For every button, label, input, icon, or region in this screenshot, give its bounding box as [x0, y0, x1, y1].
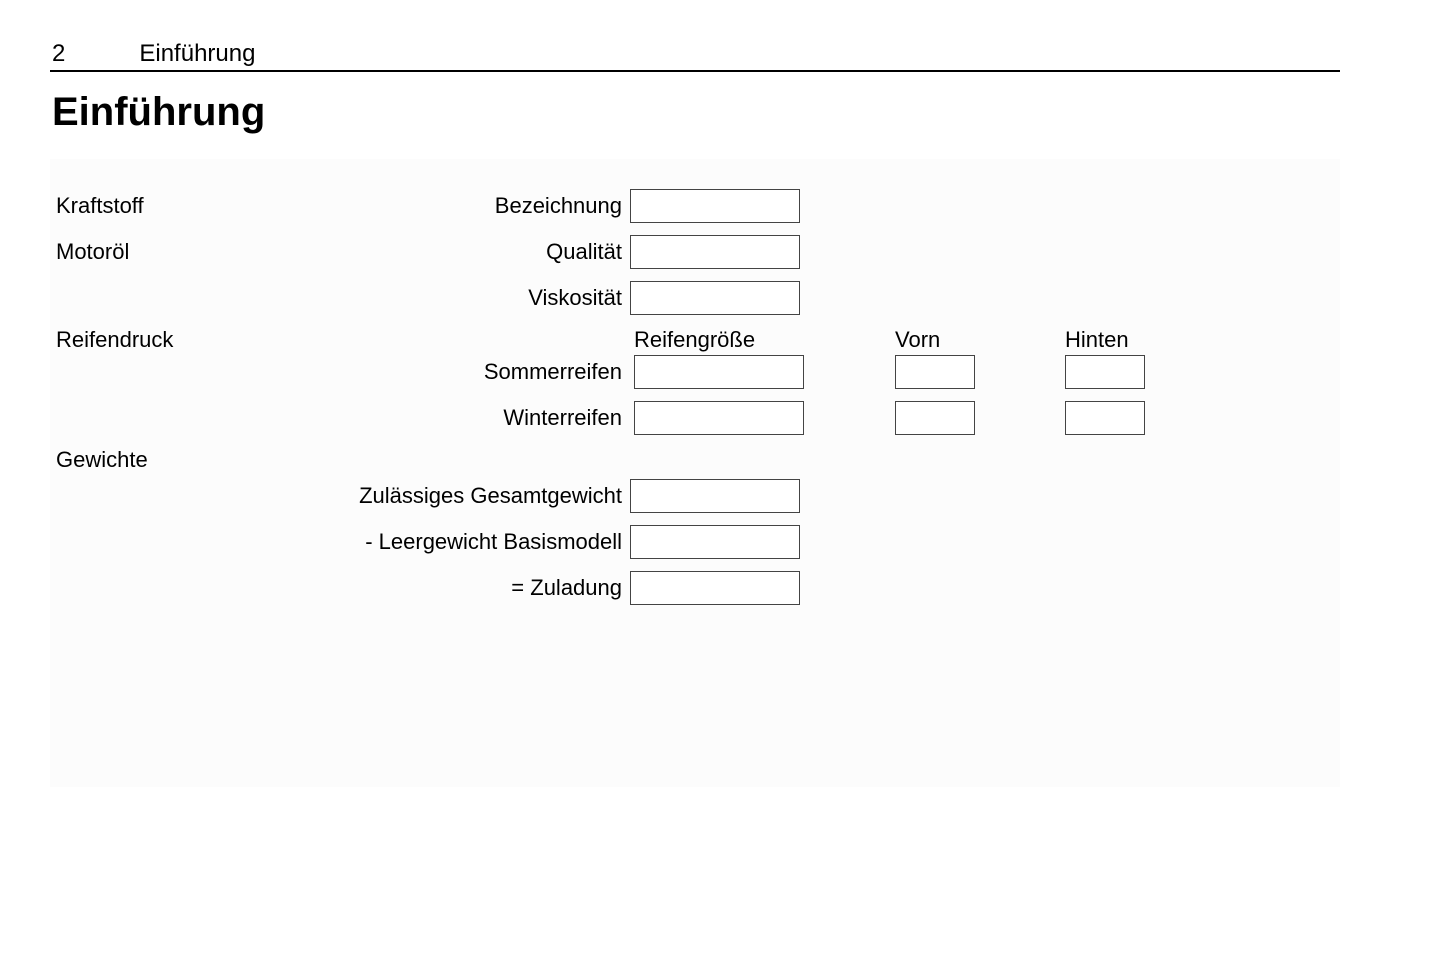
input-winter-size[interactable]	[634, 401, 804, 435]
header-tire-size: Reifengröße	[630, 327, 895, 353]
input-winter-rear[interactable]	[1065, 401, 1145, 435]
row-gross-weight: Zulässiges Gesamtgewicht	[50, 479, 1340, 513]
header-section-title: Einführung	[139, 40, 255, 68]
label-fuel-designation: Bezeichnung	[350, 193, 630, 219]
row-weights-header: Gewichte	[50, 447, 1340, 473]
category-tires: Reifendruck	[50, 327, 350, 353]
input-summer-size[interactable]	[634, 355, 804, 389]
category-weights: Gewichte	[50, 447, 350, 473]
label-winter-tires: Winterreifen	[350, 405, 630, 431]
running-header: 2 Einführung	[50, 40, 1340, 72]
form-area: Kraftstoff Bezeichnung Motoröl Qualität …	[50, 159, 1340, 787]
input-kerb-weight[interactable]	[630, 525, 800, 559]
input-oil-quality[interactable]	[630, 235, 800, 269]
row-summer-tires: Sommerreifen	[50, 355, 1340, 389]
row-tire-header: Reifendruck Reifengröße Vorn Hinten	[50, 327, 1340, 353]
input-winter-front[interactable]	[895, 401, 975, 435]
label-oil-viscosity: Viskosität	[350, 285, 630, 311]
input-summer-rear[interactable]	[1065, 355, 1145, 389]
row-fuel: Kraftstoff Bezeichnung	[50, 189, 1340, 223]
label-summer-tires: Sommerreifen	[350, 359, 630, 385]
page-number: 2	[50, 40, 65, 68]
page-title: Einführung	[52, 90, 1340, 135]
header-tire-front: Vorn	[895, 327, 1065, 353]
row-oil-viscosity: Viskosität	[50, 281, 1340, 315]
header-tire-rear: Hinten	[1065, 327, 1235, 353]
row-winter-tires: Winterreifen	[50, 401, 1340, 435]
label-gross-weight: Zulässiges Gesamtgewicht	[350, 483, 630, 509]
row-oil-quality: Motoröl Qualität	[50, 235, 1340, 269]
category-oil: Motoröl	[50, 239, 350, 265]
label-payload: = Zuladung	[350, 575, 630, 601]
row-payload: = Zuladung	[50, 571, 1340, 605]
input-oil-viscosity[interactable]	[630, 281, 800, 315]
category-fuel: Kraftstoff	[50, 193, 350, 219]
input-fuel-designation[interactable]	[630, 189, 800, 223]
label-kerb-weight: - Leergewicht Basismodell	[350, 529, 630, 555]
page-container: 2 Einführung Einführung Kraftstoff Bezei…	[0, 0, 1445, 965]
input-summer-front[interactable]	[895, 355, 975, 389]
input-payload[interactable]	[630, 571, 800, 605]
input-gross-weight[interactable]	[630, 479, 800, 513]
row-kerb-weight: - Leergewicht Basismodell	[50, 525, 1340, 559]
label-oil-quality: Qualität	[350, 239, 630, 265]
